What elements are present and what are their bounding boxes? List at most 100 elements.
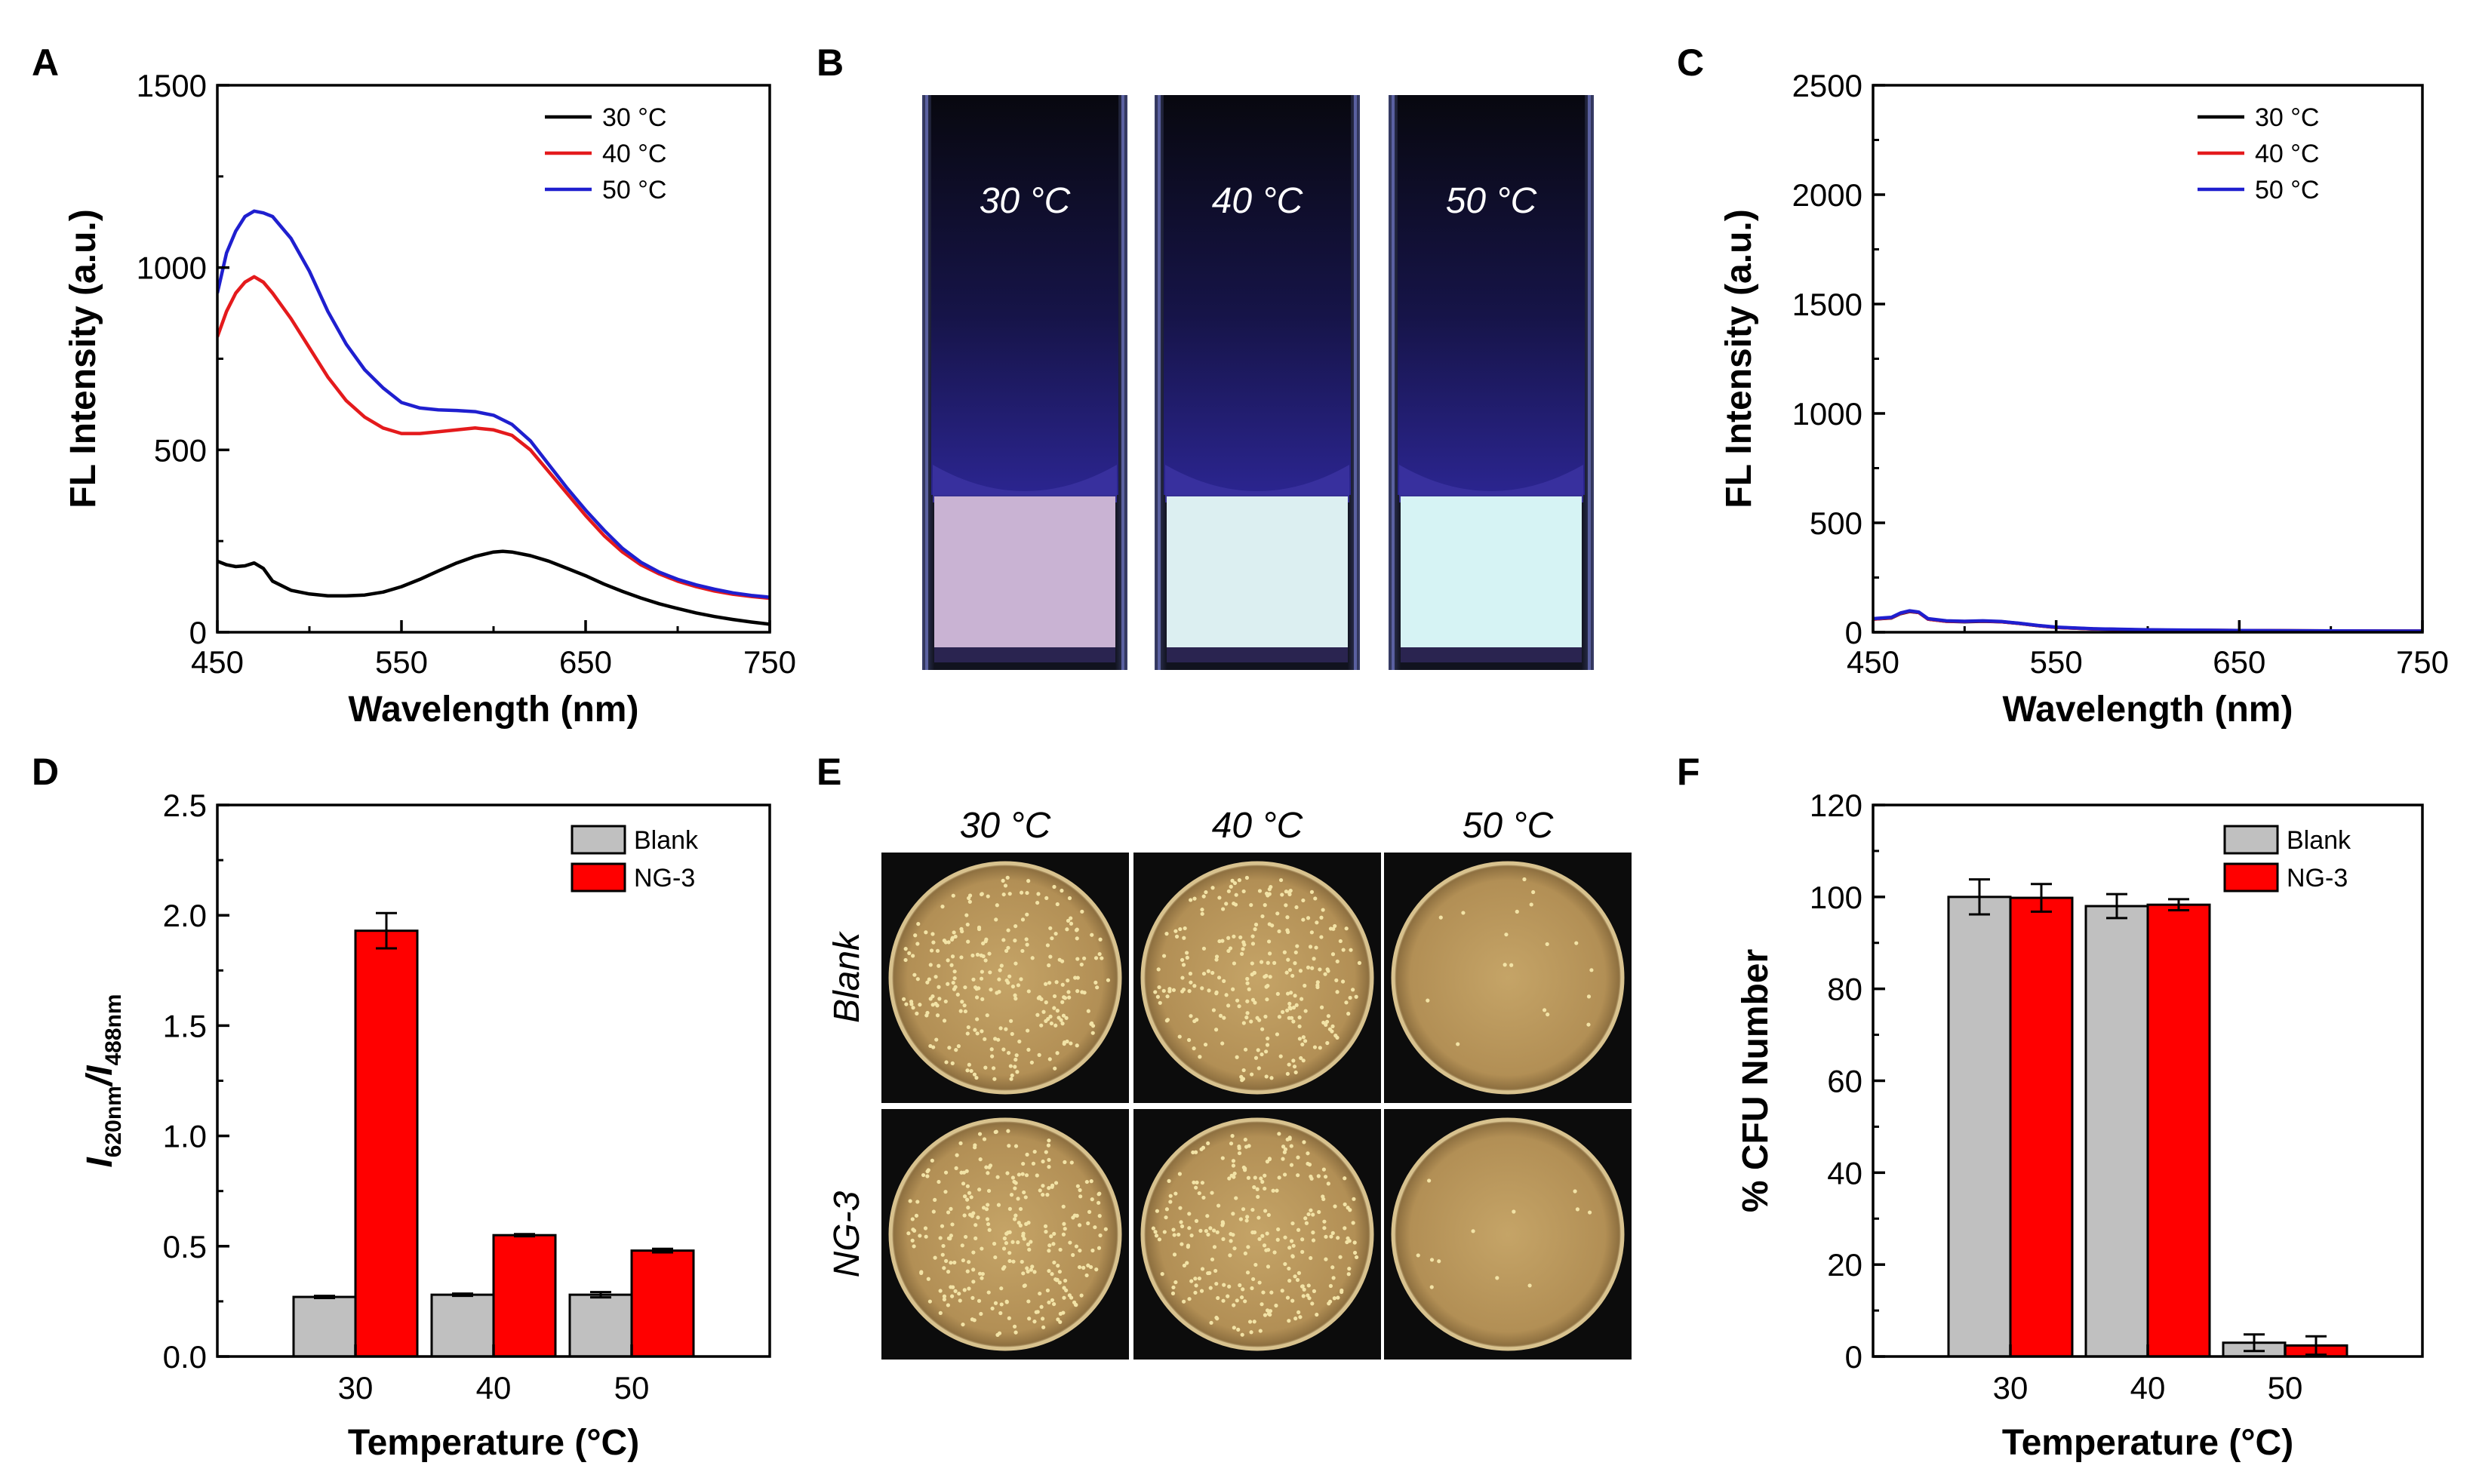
colony-dot: [1189, 898, 1193, 902]
colony-dot: [1016, 983, 1021, 988]
plate-column-label: 50 °C: [1463, 806, 1554, 846]
colony-dot: [969, 1068, 973, 1074]
colony-dot: [1240, 951, 1244, 956]
panel-a-letter: A: [32, 41, 59, 84]
colony-dot: [1082, 956, 1087, 960]
colony-dot: [1238, 1217, 1243, 1221]
colony-dot: [1456, 1042, 1460, 1046]
colony-dot: [980, 1271, 985, 1277]
colony-dot: [1026, 989, 1031, 994]
colony-dot: [923, 1226, 928, 1231]
colony-dot: [940, 1224, 945, 1228]
colony-dot: [960, 1000, 964, 1004]
colony-dot: [942, 1297, 947, 1301]
x-tick-label: 30: [1993, 1370, 2028, 1406]
colony-dot: [1158, 1000, 1162, 1005]
colony-dot: [1013, 939, 1017, 943]
colony-dot: [1167, 987, 1172, 991]
bar-ng-3-30: [2009, 896, 2074, 1358]
colony-dot: [1227, 1284, 1232, 1289]
colony-dot: [1232, 1246, 1237, 1251]
colony-dot: [1047, 1138, 1051, 1143]
colony-dot: [1081, 1265, 1086, 1270]
colony-dot: [1249, 902, 1253, 908]
colony-dot: [1185, 1261, 1189, 1265]
colony-dot: [1087, 1209, 1092, 1214]
colony-dot: [1257, 1280, 1262, 1285]
colony-dot: [1200, 1181, 1205, 1185]
colony-dot: [1345, 1240, 1349, 1245]
cuvette: 40 °C: [1155, 95, 1360, 670]
colony-dot: [1075, 927, 1079, 932]
colony-dot: [1259, 1176, 1263, 1181]
colony-dot: [1224, 902, 1229, 906]
colony-dot: [1047, 1157, 1051, 1163]
colony-dot: [1078, 1194, 1083, 1199]
x-tick-label: 450: [191, 644, 244, 680]
colony-dot: [1021, 1161, 1026, 1166]
colony-dot: [1093, 956, 1099, 960]
colony-dot: [1243, 1251, 1247, 1255]
colony-dot: [1041, 1009, 1046, 1014]
colony-dot: [1061, 1232, 1066, 1237]
colony-dot: [930, 932, 935, 936]
colony-dot: [1328, 1283, 1333, 1289]
colony-dot: [1004, 948, 1009, 954]
colony-dot: [1004, 1300, 1009, 1304]
colony-dot: [1084, 1273, 1089, 1278]
colony-dot: [999, 963, 1004, 968]
y-tick-label: 1000: [1792, 396, 1862, 432]
colony-dot: [1253, 922, 1259, 927]
colony-dot: [963, 1009, 967, 1014]
colony-dot: [963, 1234, 968, 1240]
colony-dot: [1336, 1295, 1340, 1300]
x-tick-label: 650: [559, 644, 612, 680]
colony-dot: [1077, 1223, 1082, 1227]
colony-dot: [1232, 934, 1236, 939]
colony-dot: [967, 896, 971, 901]
colony-dot: [1186, 1037, 1192, 1043]
colony-dot: [1075, 1043, 1079, 1048]
colony-dot: [912, 972, 917, 977]
colony-dot: [1323, 972, 1327, 976]
series-line-30c: [217, 549, 770, 626]
plot-frame: [216, 803, 771, 1358]
colony-dot: [1063, 1278, 1068, 1283]
colony-dot: [1306, 1283, 1311, 1288]
colony-dot: [984, 1207, 989, 1212]
y-axis-title-subscript: 488nm: [101, 994, 126, 1065]
colony-dot: [1009, 1193, 1014, 1197]
colony-dot: [1221, 907, 1226, 911]
colony-dot: [1271, 1188, 1275, 1193]
colony-dot: [1274, 1303, 1278, 1308]
colony-dot: [1283, 1261, 1287, 1267]
colony-dot: [1325, 1040, 1330, 1046]
legend-label: 40 °C: [602, 140, 666, 168]
colony-dot: [1321, 1167, 1326, 1172]
colony-dot: [1208, 1286, 1213, 1290]
agar-plate: [1140, 861, 1374, 1095]
colony-dot: [935, 948, 940, 953]
colony-dot: [1296, 1310, 1301, 1315]
colony-dot: [1047, 1243, 1052, 1248]
colony-dot: [1285, 1071, 1290, 1076]
colony-dot: [952, 930, 956, 935]
colony-dot: [1315, 983, 1320, 988]
colony-dot: [1097, 951, 1102, 957]
colony-dot: [986, 894, 990, 899]
colony-dot: [1193, 1290, 1198, 1295]
colony-dot: [1180, 1224, 1185, 1229]
colony-dot: [1529, 902, 1533, 907]
colony-dot: [994, 917, 998, 922]
colony-dot: [1285, 1295, 1290, 1300]
cuvette-meniscus: [933, 465, 1117, 502]
colony-dot: [989, 1047, 994, 1052]
colony-dot: [1319, 915, 1324, 920]
colony-dot: [1007, 1230, 1012, 1234]
colony-dot: [1241, 1207, 1246, 1212]
colony-dot: [1066, 918, 1071, 923]
colony-dot: [1289, 1239, 1294, 1243]
colony-dot: [1031, 1161, 1036, 1166]
colonies: [902, 875, 1111, 1081]
colony-dot: [1258, 1329, 1263, 1333]
